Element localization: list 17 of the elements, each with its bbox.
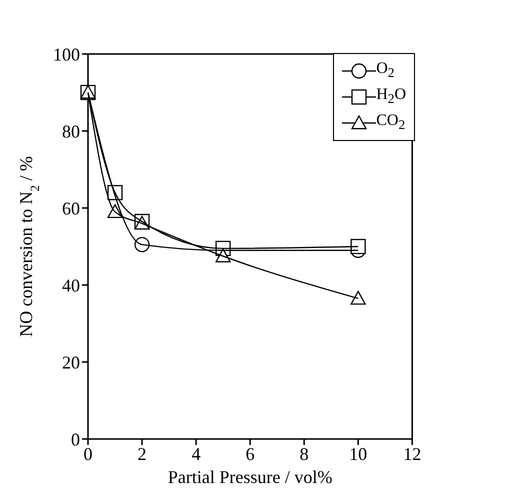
y-tick-label: 20 (62, 352, 80, 372)
legend-label: H$_{2}$O (376, 86, 406, 108)
x-tick-label: 12 (403, 444, 422, 464)
legend-label: CO$_{2}$ (376, 112, 406, 134)
x-tick-label: 2 (138, 444, 147, 464)
y-tick-label: 0 (71, 429, 80, 450)
x-tick-label: 6 (246, 444, 255, 464)
x-tick-label: 0 (84, 444, 92, 464)
y-tick-label: 40 (62, 275, 80, 296)
x-axis-title: Partial Pressure / vol% (168, 467, 332, 487)
x-tick-label: 10 (349, 444, 368, 464)
x-tick-label: 4 (192, 444, 201, 464)
y-tick-label: 100 (53, 44, 80, 64)
y-tick-label: 80 (62, 121, 80, 142)
legend-label: O$_{2}$ (376, 60, 394, 82)
y-tick-label: 60 (62, 198, 80, 218)
x-tick-label: 8 (300, 444, 309, 464)
